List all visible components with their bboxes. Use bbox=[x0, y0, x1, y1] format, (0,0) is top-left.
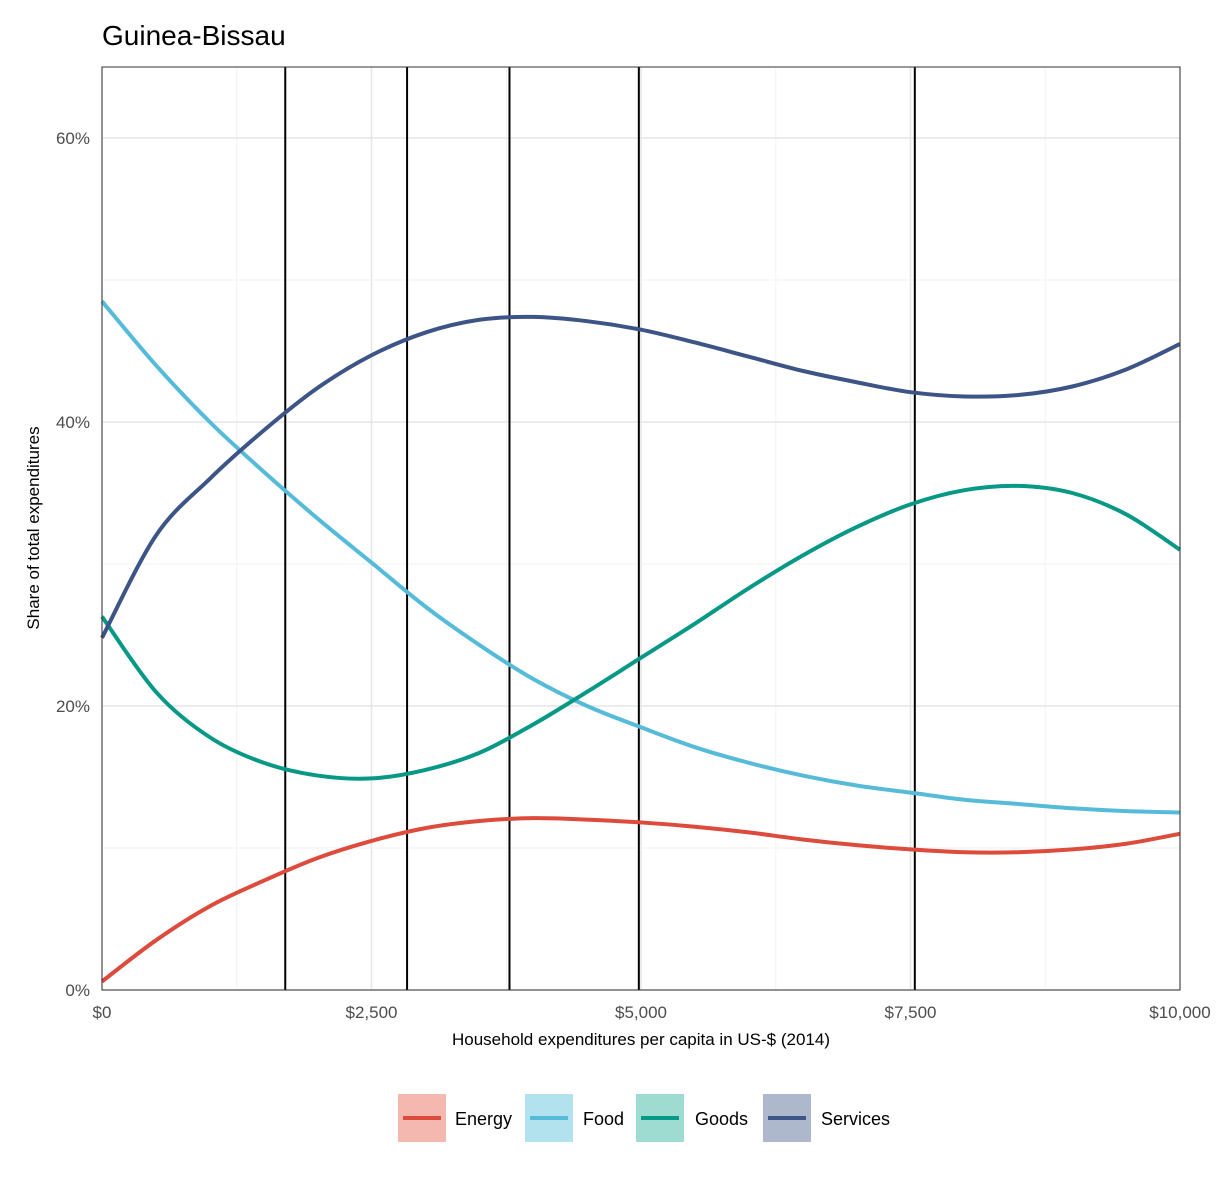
y-tick-label: 0% bbox=[65, 981, 90, 1000]
y-axis-label: Share of total expenditures bbox=[24, 426, 43, 629]
x-tick-label: $0 bbox=[93, 1003, 112, 1022]
y-axis-ticks: 0% 20% 40% 60% bbox=[56, 129, 90, 1000]
legend-item-energy: Energy bbox=[398, 1094, 512, 1142]
chart-title: Guinea-Bissau bbox=[102, 20, 286, 51]
vertical-reference-lines bbox=[284, 67, 916, 990]
legend-label: Food bbox=[583, 1109, 624, 1129]
x-tick-label: $7,500 bbox=[885, 1003, 937, 1022]
series-line-energy bbox=[100, 816, 1181, 984]
legend-item-goods: Goods bbox=[636, 1094, 748, 1142]
legend-label: Services bbox=[821, 1109, 890, 1129]
y-tick-label: 40% bbox=[56, 413, 90, 432]
series-line-goods bbox=[100, 483, 1182, 781]
x-tick-label: $2,500 bbox=[346, 1003, 398, 1022]
legend-label: Goods bbox=[695, 1109, 748, 1129]
legend-label: Energy bbox=[455, 1109, 512, 1129]
series-lines bbox=[100, 300, 1182, 984]
series-line-services bbox=[100, 314, 1181, 639]
x-tick-label: $5,000 bbox=[615, 1003, 667, 1022]
y-tick-label: 60% bbox=[56, 129, 90, 148]
legend-item-services: Services bbox=[763, 1094, 890, 1142]
series-line-food bbox=[100, 300, 1181, 815]
legend-item-food: Food bbox=[525, 1094, 624, 1142]
x-axis-ticks: $0 $2,500 $5,000 $7,500 $10,000 bbox=[93, 1003, 1211, 1022]
legend: Energy Food Goods Services bbox=[398, 1094, 890, 1142]
x-tick-label: $10,000 bbox=[1149, 1003, 1210, 1022]
x-axis-label: Household expenditures per capita in US-… bbox=[452, 1030, 830, 1049]
plot-panel-border bbox=[101, 66, 1181, 991]
y-tick-label: 20% bbox=[56, 697, 90, 716]
